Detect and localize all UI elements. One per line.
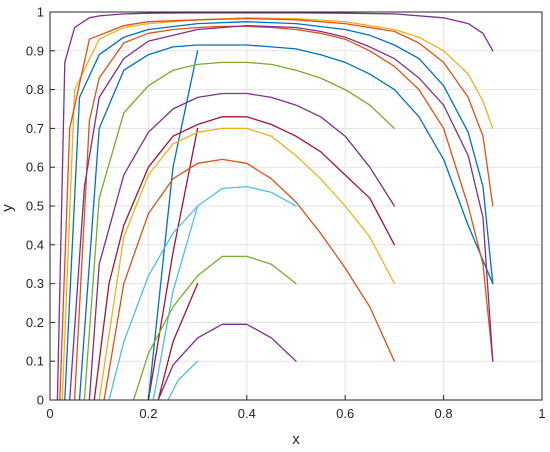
series-line (64, 21, 494, 401)
y-tick-label: 0.9 (26, 43, 44, 58)
series-line (59, 17, 494, 401)
series-line (69, 24, 494, 401)
series-line (88, 92, 396, 401)
x-tick-label: 0.4 (238, 406, 256, 421)
x-tick-label: 1 (538, 406, 545, 421)
series-line (78, 44, 494, 401)
series-line (61, 17, 494, 401)
y-tick-label: 0.3 (26, 276, 44, 291)
y-tick-label: 0.8 (26, 82, 44, 97)
series-line (98, 127, 396, 401)
x-axis-label: x (292, 431, 300, 448)
y-tick-label: 0.5 (26, 199, 44, 214)
series-line (167, 360, 199, 401)
y-tick-label: 0.7 (26, 121, 44, 136)
series-line (56, 12, 494, 401)
x-axis-ticks: 0 0.2 0.4 0.6 0.8 1 (46, 395, 546, 421)
series-line (103, 158, 396, 401)
series-line (152, 205, 199, 401)
series-group (56, 12, 494, 401)
series-line (73, 25, 494, 401)
y-tick-label: 0.6 (26, 160, 44, 175)
series-line (147, 127, 199, 401)
series-line (83, 61, 396, 401)
x-tick-label: 0 (46, 406, 53, 421)
y-tick-label: 0 (37, 393, 44, 408)
x-tick-label: 0.8 (435, 406, 453, 421)
series-line (157, 323, 297, 401)
series-line (93, 116, 396, 401)
series-line (108, 185, 297, 401)
y-tick-label: 0.2 (26, 315, 44, 330)
x-tick-label: 0.2 (139, 406, 157, 421)
y-tick-label: 0.1 (26, 354, 44, 369)
x-tick-label: 0.6 (336, 406, 354, 421)
series-line (157, 282, 199, 401)
series-line (147, 50, 199, 401)
y-axis-label: y (0, 204, 16, 212)
y-tick-label: 0.4 (26, 237, 44, 252)
y-axis-ticks: 0 0.1 0.2 0.3 0.4 0.5 0.6 0.7 0.8 0.9 1 (26, 5, 55, 408)
y-tick-label: 1 (37, 5, 44, 20)
series-line (132, 255, 297, 401)
